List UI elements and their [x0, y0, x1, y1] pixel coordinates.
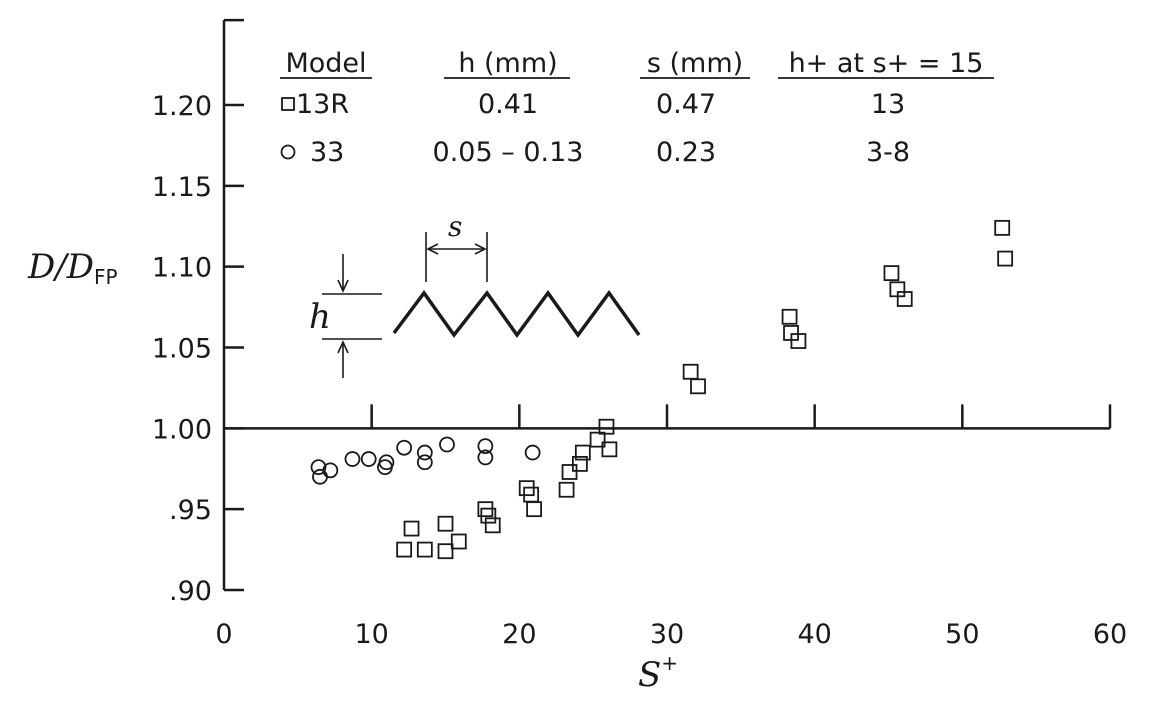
point-13r [997, 250, 1014, 267]
h-arrow-top-head [337, 279, 349, 293]
inset-s-label: s [448, 210, 462, 243]
point-33 [378, 454, 395, 471]
y-tick-label: 1.00 [152, 414, 212, 445]
legend: Model h (mm) s (mm) h+ at s+ = 15 13R 0.… [280, 48, 994, 168]
point-13r [450, 533, 467, 550]
point-33 [477, 449, 494, 466]
x-tick-label: 0 [215, 619, 232, 650]
legend-circle-marker [280, 144, 296, 160]
legend-s-33: 0.23 [656, 137, 716, 168]
point-13r [790, 333, 807, 349]
y-tick-label: 1.15 [152, 172, 212, 203]
legend-h-33: 0.05 – 0.13 [433, 137, 584, 168]
point-33 [416, 444, 433, 461]
y-tick-label: 1.05 [152, 334, 212, 365]
x-tick-label: 60 [1093, 619, 1127, 650]
legend-square-marker [281, 97, 295, 111]
x-tick-label: 10 [354, 619, 388, 650]
x-tick-label: 20 [502, 619, 536, 650]
point-13r [403, 520, 420, 537]
y-tick-label: .90 [169, 576, 212, 607]
point-13r [598, 418, 615, 435]
point-13r [682, 363, 699, 380]
point-13r [480, 507, 497, 524]
h-arrow-bottom-head [337, 340, 349, 354]
point-13r [896, 291, 913, 307]
y-axis-title: D/DFP [27, 247, 118, 289]
point-13r [601, 441, 618, 458]
point-13r [883, 265, 900, 282]
point-13r [781, 308, 798, 325]
point-13r [396, 541, 413, 558]
legend-h-13r: 0.41 [478, 89, 538, 120]
legend-model-33: 33 [310, 137, 344, 168]
point-33 [310, 459, 327, 476]
point-13r [437, 515, 454, 532]
y-tick-label: .95 [169, 495, 212, 526]
point-13r [994, 219, 1011, 236]
point-13r [416, 541, 433, 558]
x-tick-label: 30 [650, 619, 684, 650]
axes [222, 18, 1112, 592]
riblet-profile [392, 290, 641, 338]
tick-labels: .90 .95 1.00 1.05 1.10 1.15 1.20 0 10 20 30 40 50 60 [152, 91, 1127, 650]
y-tick-label: 1.20 [152, 91, 212, 122]
legend-header-hplus: h+ at s+ = 15 [789, 48, 984, 79]
y-tick-label: 1.10 [152, 253, 212, 284]
s-arrow-right-head [474, 243, 487, 255]
point-13r [561, 464, 578, 480]
point-33 [396, 439, 413, 456]
x-axis-title: S+ [638, 651, 678, 695]
legend-header-s: s (mm) [647, 48, 743, 79]
point-13r [437, 543, 454, 560]
s-arrow-left-head [426, 243, 439, 255]
point-33 [344, 451, 361, 467]
point-13r [690, 378, 706, 395]
legend-model-13r: 13R [296, 89, 349, 120]
legend-header-model: Model [285, 48, 366, 79]
legend-header-h: h (mm) [458, 48, 557, 79]
x-tick-label: 40 [797, 619, 831, 650]
data-marks [310, 219, 1014, 560]
legend-s-13r: 0.47 [656, 89, 716, 120]
point-33 [524, 444, 541, 461]
x-tick-label: 50 [945, 619, 979, 650]
point-33 [416, 454, 433, 471]
point-13r [574, 444, 591, 461]
point-13r [526, 501, 542, 518]
point-13r [484, 517, 501, 534]
point-33 [477, 438, 494, 455]
riblet-inset-diagram [322, 232, 641, 378]
point-13r [571, 455, 588, 472]
point-33 [322, 462, 339, 479]
point-13r [589, 431, 606, 448]
legend-hplus-13r: 13 [871, 89, 905, 120]
point-13r [558, 481, 575, 498]
point-33 [312, 468, 328, 485]
point-33 [439, 436, 455, 453]
point-33 [360, 451, 377, 467]
legend-hplus-33: 3-8 [866, 137, 910, 168]
inset-h-label: h [309, 297, 331, 337]
